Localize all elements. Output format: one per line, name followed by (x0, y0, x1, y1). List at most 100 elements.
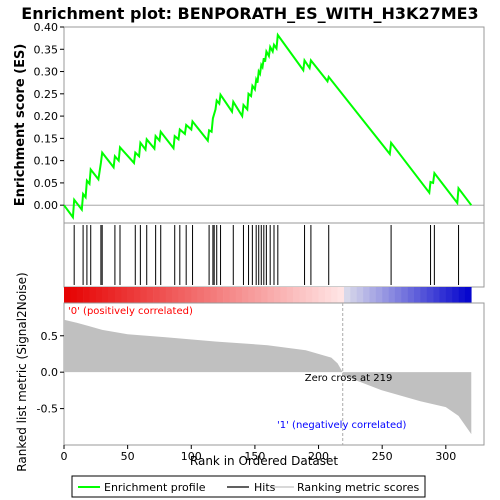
color-bar-segment (274, 287, 281, 303)
color-bar-segment (312, 287, 319, 303)
zero-cross-label: Zero cross at 219 (305, 373, 393, 384)
es-y-tick-label: 0.00 (34, 199, 59, 212)
color-bar-segment (153, 287, 160, 303)
color-bar-segment (299, 287, 307, 303)
color-bar-segment (439, 287, 447, 303)
color-bar-segment (388, 287, 396, 303)
color-bar-segment (394, 287, 402, 303)
ranking-x-tick-label: 150 (244, 450, 265, 463)
ranking-x-tick-label: 250 (372, 450, 393, 463)
chart-title: Enrichment plot: BENPORATH_ES_WITH_H3K27… (21, 4, 478, 23)
ranking-x-tick-label: 200 (308, 450, 329, 463)
color-bar-segment (216, 287, 224, 303)
hits-panel (63, 222, 485, 288)
color-bar-segment (204, 287, 211, 303)
negative-correlation-label: '1' (negatively correlated) (277, 420, 406, 431)
color-bar-segment (76, 287, 84, 303)
hit-lines (73, 225, 460, 285)
color-bar-segment (89, 287, 97, 303)
color-bar-segment (293, 287, 300, 303)
color-bar-segment (324, 287, 332, 303)
color-bar-segment (178, 287, 186, 303)
color-bar-segment (165, 287, 173, 303)
ranking-x-tick-label: 0 (61, 450, 68, 463)
color-bar-segment (414, 287, 421, 303)
color-bar-segment (159, 287, 167, 303)
color-bar-segment (235, 287, 243, 303)
color-bar-segment (64, 287, 71, 303)
color-bar-segment (382, 287, 389, 303)
color-bar-segment (337, 287, 345, 303)
color-bar-segment (375, 287, 383, 303)
color-bar-segment (254, 287, 262, 303)
color-bar-segment (350, 287, 358, 303)
color-bar-segment (172, 287, 179, 303)
color-bar-segment (184, 287, 192, 303)
color-bar-segment (95, 287, 103, 303)
ranking-y-tick-label: 0.5 (41, 330, 59, 343)
color-bar-segment (464, 287, 472, 303)
color-bar-segment (70, 287, 78, 303)
color-bar-segment (242, 287, 249, 303)
color-bar-segment (286, 287, 294, 303)
es-y-tick-label: 0.05 (34, 177, 59, 190)
es-y-tick-label: 0.20 (34, 110, 59, 123)
ranking-x-axis-label: Rank in Ordered Dataset (190, 454, 338, 468)
es-y-tick-label: 0.10 (34, 155, 59, 168)
ranking-x-axis: 0 50 100 150 200 250 300 (61, 445, 456, 463)
ranking-x-tick-label: 300 (435, 450, 456, 463)
color-bar-segment (108, 287, 116, 303)
legend-hits-label: Hits (254, 481, 276, 494)
rank-color-bar (64, 287, 472, 303)
ranking-metric-panel: 0.5 0.0 -0.5 0 50 100 150 200 250 300 '0' (posit… (15, 272, 485, 472)
es-y-tick-label: 0.15 (34, 132, 59, 145)
color-bar-segment (223, 287, 230, 303)
color-bar-segment (248, 287, 256, 303)
color-bar-segment (102, 287, 109, 303)
color-bar-segment (407, 287, 415, 303)
color-bar-segment (127, 287, 135, 303)
legend: Enrichment profile Hits Ranking metric s… (71, 475, 426, 498)
es-y-tick-label: 0.35 (34, 43, 59, 56)
color-bar-segment (318, 287, 326, 303)
color-bar-segment (229, 287, 237, 303)
color-bar-segment (305, 287, 313, 303)
color-bar-segment (369, 287, 377, 303)
color-bar-segment (121, 287, 128, 303)
color-bar-segment (134, 287, 141, 303)
color-bar-segment (210, 287, 218, 303)
ranking-x-tick-label: 100 (181, 450, 202, 463)
ranking-x-tick-label: 50 (121, 450, 135, 463)
color-bar-segment (114, 287, 122, 303)
color-bar-segment (420, 287, 428, 303)
color-bar-segment (401, 287, 408, 303)
color-bar-segment (363, 287, 370, 303)
es-y-axis: 0.00 0.05 0.10 0.15 0.20 0.25 0.30 0.35 0.40 (34, 21, 64, 212)
color-bar-segment (426, 287, 434, 303)
color-bar-segment (83, 287, 90, 303)
color-bar-segment (191, 287, 198, 303)
color-bar-segment (280, 287, 288, 303)
legend-ranking-label: Ranking metric scores (297, 481, 419, 494)
ranking-y-axis: 0.5 0.0 -0.5 (37, 330, 64, 416)
ranking-y-axis-label: Ranked list metric (Signal2Noise) (15, 272, 29, 471)
es-panel: 0.00 0.05 0.10 0.15 0.20 0.25 0.30 0.35 0.40 Enr… (13, 21, 485, 224)
color-bar-segment (356, 287, 364, 303)
color-bar-segment (445, 287, 453, 303)
es-y-tick-label: 0.30 (34, 66, 59, 79)
ranking-y-tick-label: 0.0 (41, 366, 59, 379)
enrichment-profile-line (63, 32, 473, 220)
color-bar-segment (331, 287, 338, 303)
ranking-y-tick-label: -0.5 (37, 403, 58, 416)
color-bar-segment (267, 287, 275, 303)
positive-correlation-label: '0' (positively correlated) (68, 306, 193, 317)
color-bar-segment (344, 287, 351, 303)
color-bar-segment (146, 287, 154, 303)
ranking-metric-area (64, 319, 472, 435)
color-bar-segment (261, 287, 268, 303)
color-bar-segment (140, 287, 148, 303)
color-bar-segment (458, 287, 466, 303)
color-bar-segment (452, 287, 459, 303)
color-bar-segment (433, 287, 440, 303)
